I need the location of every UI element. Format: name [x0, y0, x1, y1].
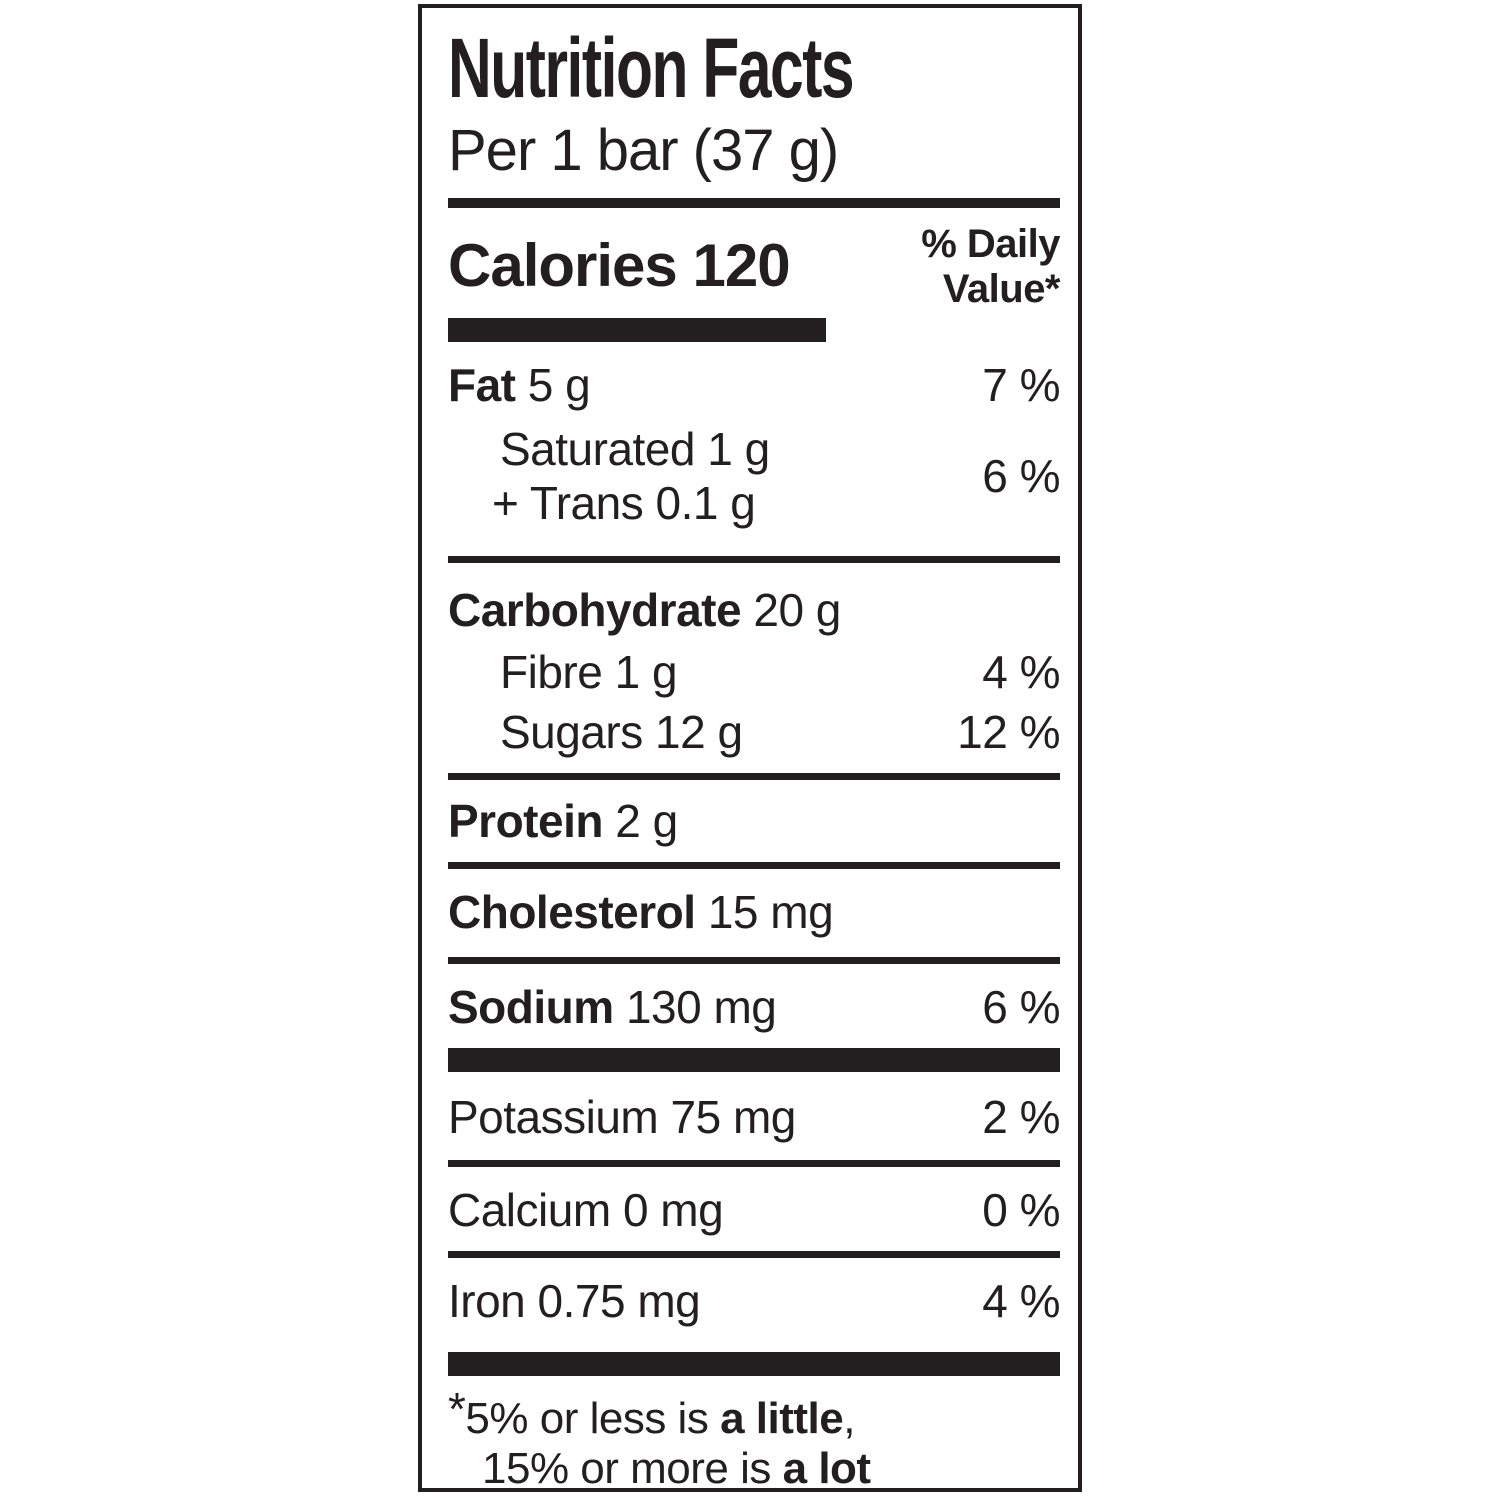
fat-daily-value: 7 % — [982, 359, 1060, 411]
sodium-name: Sodium — [448, 981, 614, 1033]
cholesterol-text: Cholesterol 15 mg — [448, 885, 834, 939]
footnote-line1-text: 5% or less is — [465, 1394, 709, 1443]
calcium-name: Calcium — [448, 1184, 611, 1236]
iron-name: Iron — [448, 1275, 526, 1327]
saturated-name: Saturated — [500, 423, 695, 475]
row-protein: Protein 2 g — [448, 794, 1060, 848]
footnote-divider-thick — [448, 1352, 1060, 1376]
row-iron: Iron 0.75 mg 4 % — [448, 1274, 1060, 1328]
protein-text: Protein 2 g — [448, 794, 678, 848]
trans-name: + Trans — [492, 477, 644, 529]
row-divider — [448, 1251, 1060, 1258]
saturated-trans-text: Saturated 1 g + Trans 0.1 g — [448, 422, 770, 530]
calories-label: Calories — [448, 232, 678, 299]
nutrition-facts-title: Nutrition Facts — [448, 21, 855, 115]
footnote-line2-text: 15% or more is — [482, 1444, 771, 1493]
daily-value-header-line2: Value* — [942, 267, 1061, 311]
sugars-name: Sugars — [500, 706, 643, 758]
footnote-line1-bold: a little — [720, 1394, 844, 1443]
fat-text: Fat 5 g — [448, 358, 591, 412]
cholesterol-name: Cholesterol — [448, 886, 696, 938]
sugars-amount: 12 g — [655, 706, 743, 758]
potassium-name: Potassium — [448, 1091, 659, 1143]
iron-amount: 0.75 mg — [537, 1275, 701, 1327]
row-divider — [448, 556, 1060, 563]
daily-value-header-line1: % Daily — [921, 222, 1060, 266]
row-sugars: Sugars 12 g 12 % — [448, 705, 1060, 759]
calcium-amount: 0 mg — [622, 1184, 724, 1236]
row-fibre: Fibre 1 g 4 % — [448, 645, 1060, 699]
cholesterol-amount: 15 mg — [707, 886, 834, 938]
carbohydrate-text: Carbohydrate 20 g — [448, 583, 841, 637]
footnote-line-2: 15% or more is a lot — [448, 1444, 1060, 1494]
calcium-text: Calcium 0 mg — [448, 1183, 724, 1237]
calories-value: 120 — [692, 232, 790, 299]
sodium-text: Sodium 130 mg — [448, 980, 777, 1034]
fibre-name: Fibre — [500, 646, 603, 698]
sodium-amount: 130 mg — [625, 981, 777, 1033]
iron-text: Iron 0.75 mg — [448, 1274, 701, 1328]
row-divider — [448, 957, 1060, 964]
row-sodium: Sodium 130 mg 6 % — [448, 980, 1060, 1034]
footnote-line-1: *5% or less is a little, — [448, 1384, 1060, 1444]
row-divider — [448, 773, 1060, 780]
row-calcium: Calcium 0 mg 0 % — [448, 1183, 1060, 1237]
footnote-asterisk: * — [448, 1383, 466, 1435]
fibre-amount: 1 g — [614, 646, 678, 698]
fat-name: Fat — [448, 359, 516, 411]
fibre-daily-value: 4 % — [982, 646, 1060, 698]
row-cholesterol: Cholesterol 15 mg — [448, 885, 1060, 939]
protein-amount: 2 g — [615, 795, 678, 847]
footnote-line2-bold: a lot — [782, 1444, 871, 1493]
fibre-text: Fibre 1 g — [448, 645, 678, 699]
footnote-line1-suffix: , — [843, 1394, 855, 1443]
header-divider — [448, 198, 1060, 208]
row-divider — [448, 862, 1060, 869]
trans-line: + Trans 0.1 g — [448, 476, 770, 530]
footnote: *5% or less is a little, 15% or more is … — [448, 1384, 1060, 1494]
sodium-daily-value: 6 % — [982, 981, 1060, 1033]
potassium-amount: 75 mg — [670, 1091, 797, 1143]
calories-row: Calories 120 % Daily Value* — [448, 216, 1060, 316]
saturated-line: Saturated 1 g — [448, 422, 770, 476]
saturated-amount: 1 g — [707, 423, 770, 475]
potassium-text: Potassium 75 mg — [448, 1090, 796, 1144]
serving-size: Per 1 bar (37 g) — [448, 118, 839, 183]
calcium-daily-value: 0 % — [982, 1184, 1060, 1236]
row-fat: Fat 5 g 7 % — [448, 358, 1060, 412]
sugars-text: Sugars 12 g — [448, 705, 743, 759]
fat-amount: 5 g — [527, 359, 591, 411]
calories-underline — [448, 318, 826, 342]
calories-text: Calories 120 — [448, 216, 791, 316]
nutrition-facts-panel: Nutrition Facts Per 1 bar (37 g) Calorie… — [418, 4, 1082, 1494]
row-potassium: Potassium 75 mg 2 % — [448, 1090, 1060, 1144]
row-saturated-trans: Saturated 1 g + Trans 0.1 g 6 % — [448, 422, 1060, 530]
trans-amount: 0.1 g — [655, 477, 756, 529]
carbohydrate-name: Carbohydrate — [448, 584, 742, 636]
protein-name: Protein — [448, 795, 603, 847]
sodium-section-divider-thick — [448, 1048, 1060, 1072]
potassium-daily-value: 2 % — [982, 1091, 1060, 1143]
carbohydrate-amount: 20 g — [753, 584, 841, 636]
iron-daily-value: 4 % — [982, 1275, 1060, 1327]
row-carbohydrate: Carbohydrate 20 g — [448, 583, 1060, 637]
sugars-daily-value: 12 % — [957, 706, 1060, 758]
daily-value-header: % Daily Value* — [921, 216, 1060, 312]
row-divider — [448, 1160, 1060, 1167]
saturated-trans-daily-value: 6 % — [982, 450, 1060, 502]
